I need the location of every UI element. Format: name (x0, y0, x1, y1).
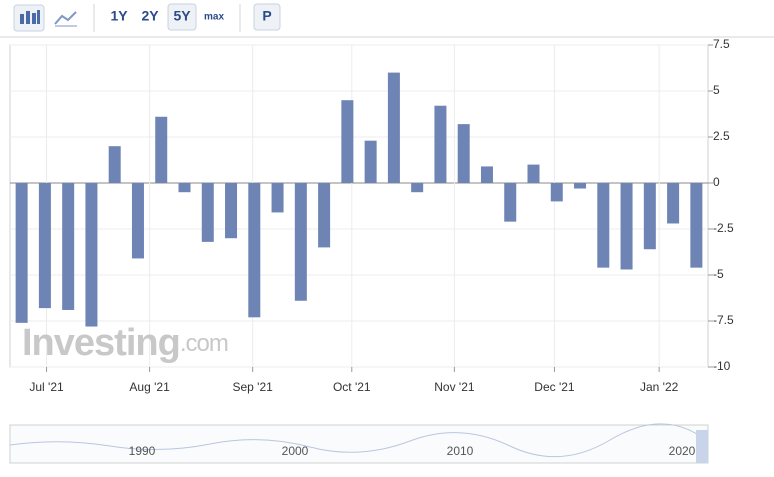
navigator-label: 2000 (282, 444, 309, 458)
range-button[interactable]: 1Y (110, 8, 128, 24)
bar (597, 183, 610, 268)
y-tick-label: -5 (713, 267, 724, 281)
navigator-line (9, 423, 701, 458)
bar (15, 183, 28, 323)
bar (178, 183, 191, 193)
bar (550, 183, 563, 202)
y-tick-label: 5 (713, 83, 720, 97)
toolbar: 1Y 2Y 5Y max P (13, 3, 281, 32)
bar (667, 183, 680, 224)
bar (271, 183, 284, 213)
range-button[interactable]: max (204, 12, 224, 23)
bar (318, 183, 331, 248)
range-button[interactable]: 5Y (173, 8, 191, 24)
bar (364, 140, 377, 183)
bar (504, 183, 517, 222)
watermark: Investing.com (22, 322, 228, 364)
bar (643, 183, 656, 250)
y-tick-label: -10 (713, 359, 731, 373)
y-tick-label: 2.5 (713, 129, 730, 143)
bar (527, 164, 540, 183)
y-tick-label: -7.5 (713, 313, 734, 327)
bar (341, 100, 354, 183)
line-chart-button[interactable] (54, 11, 77, 27)
bar (201, 183, 214, 242)
x-tick-label: Dec '21 (534, 380, 575, 394)
y-tick-label: -2.5 (713, 221, 734, 235)
bar (62, 183, 75, 310)
bar (690, 183, 703, 268)
x-tick-label: Oct '21 (333, 380, 371, 394)
navigator-label: 2020 (669, 444, 696, 458)
bar (131, 183, 144, 259)
bar (480, 166, 493, 183)
bar (225, 183, 238, 239)
y-tick-label: 7.5 (713, 37, 730, 51)
bar (38, 183, 51, 309)
bar (457, 124, 470, 183)
bar (85, 183, 98, 327)
range-button[interactable]: 2Y (141, 8, 159, 24)
x-tick-label: Sep '21 (233, 380, 274, 394)
bar (108, 146, 121, 183)
bar (434, 105, 447, 183)
navigator[interactable] (9, 424, 709, 464)
bar (294, 183, 307, 301)
bar (411, 183, 424, 193)
bar (155, 116, 168, 183)
navigator-handle[interactable] (696, 430, 708, 463)
y-tick-label: 0 (713, 175, 720, 189)
x-tick-label: Jan '22 (640, 380, 679, 394)
bar (248, 183, 261, 318)
bar (620, 183, 633, 270)
x-tick-label: Aug '21 (129, 380, 170, 394)
x-tick-label: Nov '21 (434, 380, 475, 394)
print-button[interactable]: P (262, 8, 271, 24)
bar (574, 183, 587, 189)
bar (387, 72, 400, 183)
navigator-label: 1990 (129, 444, 156, 458)
navigator-label: 2010 (447, 444, 474, 458)
x-tick-label: Jul '21 (29, 380, 64, 394)
